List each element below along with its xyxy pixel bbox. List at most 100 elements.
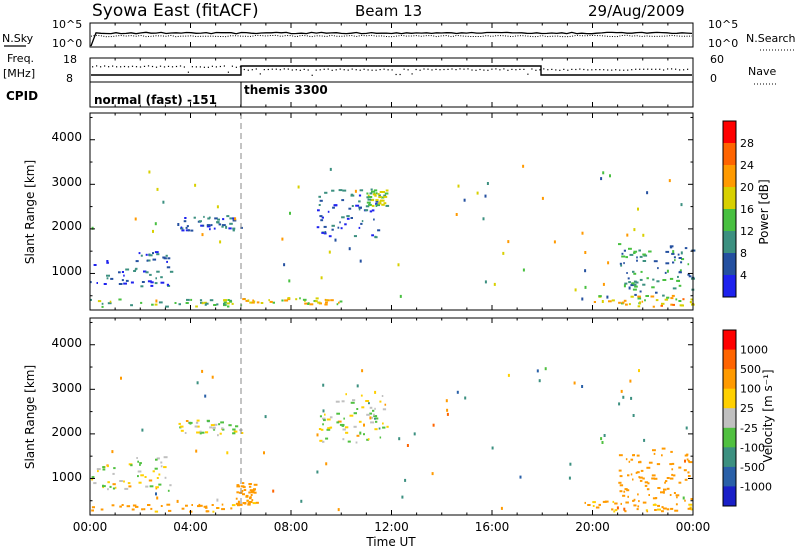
vel-marks-cell [644,481,649,484]
power-marks-cell [151,303,154,306]
power-marks-cell [204,303,207,306]
nave-dot [263,69,265,71]
power-marks-cell [632,270,635,273]
power-marks-cell [369,192,373,195]
vel-marks-cell [235,502,240,505]
vel-marks-cell [112,472,115,475]
power-marks-speck [399,294,402,298]
nave-dot [435,68,437,70]
power-marks-cell [109,300,112,303]
power-marks-cell [598,295,602,298]
vel-marks-cell [386,425,389,428]
vel-marks-cell [221,503,224,506]
vel-marks-cell [648,461,653,464]
power-marks-cell [118,283,123,285]
power-marks-cell [642,283,646,286]
vel-marks-speck [401,495,404,499]
vel-marks-cell [625,501,629,504]
nave-dot [151,65,154,68]
nave-dot [359,69,361,71]
vel-cbar-swatch [723,427,736,448]
vel-cbar-swatch [723,447,736,468]
power-marks-speck [666,269,669,273]
power-marks-cell [682,298,685,301]
power-marks-cell [360,222,363,225]
nsky-tick-top: 10^5 [52,18,82,31]
vel-marks-cell [249,489,254,492]
power-cbar-swatch [723,209,736,232]
power-marks-cell [637,297,642,300]
vel-marks-cell [674,509,679,512]
vel-marks-speck [684,459,686,463]
vel-marks-speck [404,478,407,482]
power-marks-speck [320,276,323,280]
vel-marks-speck [120,376,122,380]
power-marks-cell [106,260,109,262]
power-marks-cell [374,235,377,238]
power-marks-speck [234,217,237,221]
vel-marks-cell [656,463,661,466]
vel-marks-cell [638,500,640,503]
power-marks-cell [149,273,152,276]
vel-marks-cell [335,400,340,403]
power-marks-cell [374,194,377,197]
x-tick: 04:00 [173,520,208,534]
power-marks-cell [106,274,110,277]
vel-marks-cell [231,504,236,507]
power-marks-cell [346,215,350,218]
power-marks-speck [201,233,204,237]
power-marks-cell [156,253,160,256]
vel-marks-cell [197,505,201,508]
velocity-colorbar-label: Velocity [m s⁻¹] [761,369,775,462]
vel-marks-cell [611,508,614,511]
power-marks-cell [334,204,338,207]
vel-marks-cell [253,483,258,486]
vel-marks-speck [356,384,359,388]
vel-marks-cell [211,504,214,506]
vel-marks-cell [666,487,670,490]
vel-marks-cell [624,488,628,491]
vel-marks-cell [221,508,225,511]
vel-marks-speck [519,475,522,479]
vel-marks-cell [646,488,650,491]
nave-dot [303,68,305,70]
vel-marks-cell [236,491,239,494]
vel-marks-cell [152,470,155,473]
nave-dot [531,68,533,70]
nave-dot [123,65,126,68]
power-marks-speck [152,229,154,233]
vel-marks-cell [166,503,171,506]
nave-tick-bottom: 0 [710,72,717,85]
nave-dot [643,68,645,70]
vel-marks-cell [139,463,141,466]
power-marks-cell [201,302,204,305]
nave-dot [223,65,225,67]
power-marks-cell [229,222,233,225]
vel-marks-cell [210,424,215,427]
power-marks-cell [361,220,364,223]
vel-marks-cell [137,470,142,473]
power-marks-cell [227,299,230,301]
nave-dot [395,73,397,76]
vel-marks-cell [670,507,674,510]
vel-marks-cell [657,487,661,489]
power-marks-cell [623,262,625,265]
nave-dot [475,69,477,71]
power-marks-cell [145,253,148,256]
vel-marks-cell [336,412,340,415]
power-marks-cell [385,204,390,207]
vel-marks-cell [91,478,94,481]
vel-marks-cell [235,425,239,428]
power-marks-cell [365,205,370,208]
power-cbar-tick: 8 [740,247,747,260]
power-marks-cell [678,271,682,274]
vel-marks-cell [137,460,139,463]
power-marks-cell [634,285,638,288]
vel-marks-cell [324,413,326,416]
power-marks-cell [370,199,374,202]
power-marks-cell [216,303,219,306]
power-marks-cell [214,217,218,220]
vel-cbar-tick: 25 [740,402,754,415]
vel-marks-cell [592,505,595,507]
power-cbar-tick: 4 [740,269,747,282]
